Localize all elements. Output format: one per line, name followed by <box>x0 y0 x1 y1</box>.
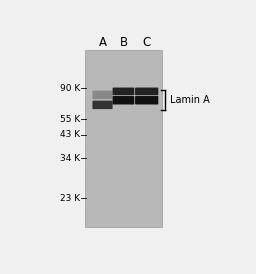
FancyBboxPatch shape <box>92 91 113 99</box>
Text: C: C <box>143 36 151 48</box>
Text: Lamin A: Lamin A <box>170 95 210 105</box>
Text: 55 K: 55 K <box>60 115 80 124</box>
Text: 34 K: 34 K <box>60 154 80 163</box>
FancyBboxPatch shape <box>92 101 113 109</box>
FancyBboxPatch shape <box>135 96 158 104</box>
FancyBboxPatch shape <box>135 88 158 95</box>
FancyBboxPatch shape <box>113 96 134 104</box>
Text: 90 K: 90 K <box>60 84 80 93</box>
Polygon shape <box>85 50 162 227</box>
Text: A: A <box>99 36 106 48</box>
FancyBboxPatch shape <box>113 88 134 95</box>
Text: B: B <box>119 36 127 48</box>
Text: 23 K: 23 K <box>60 194 80 203</box>
Text: 43 K: 43 K <box>60 130 80 139</box>
